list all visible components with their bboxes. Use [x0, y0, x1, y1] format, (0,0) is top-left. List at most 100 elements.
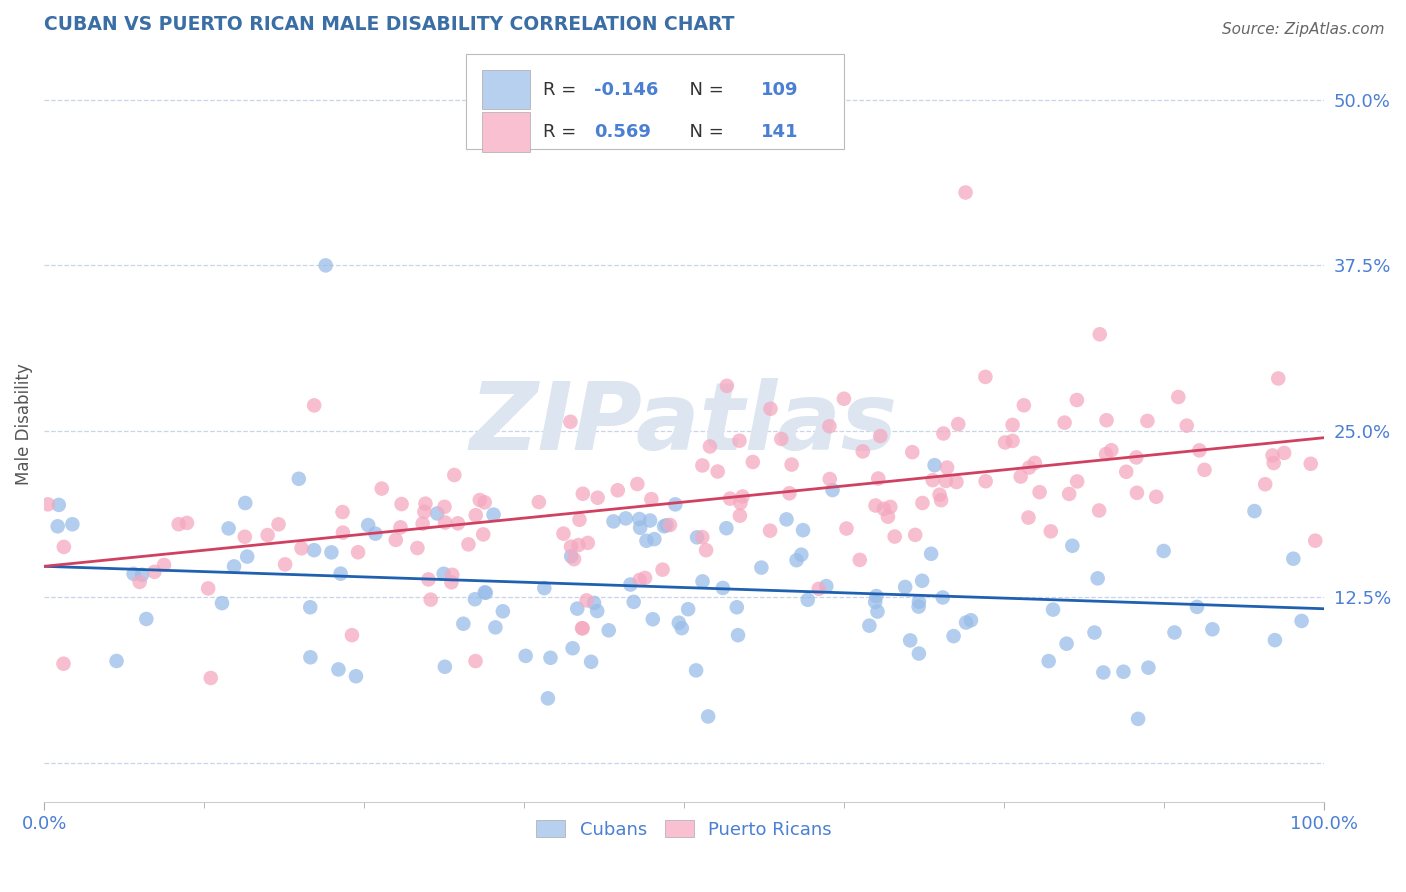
Point [256, 528, 278, 542]
Point [699, 439, 721, 453]
Point [692, 574, 714, 589]
Point [727, 628, 749, 642]
Point [873, 501, 896, 516]
Point [1012, 398, 1035, 412]
Point [751, 560, 773, 574]
Point [389, 520, 412, 534]
Point [299, 600, 322, 615]
Point [1282, 551, 1305, 566]
Point [865, 589, 887, 603]
Point [586, 604, 609, 618]
Point [440, 575, 463, 590]
Point [1083, 625, 1105, 640]
Point [433, 500, 456, 514]
Point [929, 493, 952, 508]
Point [321, 545, 343, 559]
Point [1056, 637, 1078, 651]
Point [866, 605, 889, 619]
Point [464, 654, 486, 668]
Point [659, 518, 682, 533]
Point [697, 709, 720, 723]
Point [447, 516, 470, 531]
Point [935, 474, 957, 488]
Point [332, 525, 354, 540]
Point [474, 495, 496, 509]
Point [46, 519, 69, 533]
Point [441, 567, 464, 582]
Point [955, 615, 977, 630]
Point [415, 497, 437, 511]
Text: CUBAN VS PUERTO RICAN MALE DISABILITY CORRELATION CHART: CUBAN VS PUERTO RICAN MALE DISABILITY CO… [44, 15, 734, 34]
Point [515, 648, 537, 663]
Point [651, 563, 673, 577]
Point [1066, 392, 1088, 407]
Point [1272, 446, 1295, 460]
Point [1153, 544, 1175, 558]
FancyBboxPatch shape [482, 70, 530, 110]
Point [879, 500, 901, 514]
Point [1053, 416, 1076, 430]
Point [908, 647, 931, 661]
Point [433, 659, 456, 673]
Point [619, 577, 641, 591]
Point [233, 496, 256, 510]
Point [706, 465, 728, 479]
Text: 141: 141 [761, 123, 799, 141]
Point [730, 496, 752, 510]
Point [741, 455, 763, 469]
Point [1066, 475, 1088, 489]
Point [579, 655, 602, 669]
Point [1291, 614, 1313, 628]
Point [1303, 533, 1326, 548]
Point [796, 592, 818, 607]
Point [775, 512, 797, 526]
Point [433, 566, 456, 581]
Point [818, 472, 841, 486]
Point [778, 486, 800, 500]
Point [122, 566, 145, 581]
Point [869, 429, 891, 443]
Point [484, 620, 506, 634]
Point [695, 543, 717, 558]
Point [898, 633, 921, 648]
Point [945, 475, 967, 489]
Point [908, 595, 931, 609]
Point [955, 186, 977, 200]
Point [1001, 434, 1024, 448]
Point [1092, 665, 1115, 680]
Point [602, 515, 624, 529]
Point [1018, 460, 1040, 475]
Point [457, 537, 479, 551]
Point [586, 491, 609, 505]
Point [290, 541, 312, 556]
Point [302, 543, 325, 558]
Point [1125, 450, 1147, 465]
Point [759, 524, 782, 538]
Point [1267, 371, 1289, 385]
Point [711, 581, 734, 595]
Point [1126, 712, 1149, 726]
Point [233, 530, 256, 544]
Point [1136, 414, 1159, 428]
Point [792, 523, 814, 537]
Point [1263, 456, 1285, 470]
Point [725, 600, 748, 615]
Point [131, 567, 153, 582]
Point [1188, 443, 1211, 458]
Point [628, 573, 651, 587]
Point [391, 497, 413, 511]
Point [614, 511, 637, 525]
Point [492, 604, 515, 618]
Point [676, 602, 699, 616]
Point [302, 398, 325, 412]
Point [1088, 327, 1111, 342]
Point [482, 508, 505, 522]
Point [718, 491, 741, 506]
Point [568, 513, 591, 527]
Point [671, 621, 693, 635]
Point [731, 490, 754, 504]
Point [932, 426, 955, 441]
Point [1167, 390, 1189, 404]
Point [575, 593, 598, 607]
Point [1299, 457, 1322, 471]
